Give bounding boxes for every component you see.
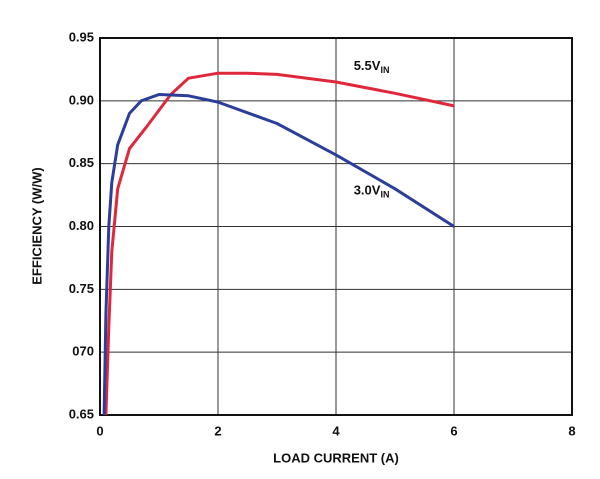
series-label: 5.5VIN [354, 58, 390, 75]
series-label: 3.0VIN [354, 183, 390, 200]
x-tick-label: 0 [96, 423, 103, 438]
series-label-name: 3.0V [354, 183, 381, 198]
x-tick-label: 2 [214, 423, 221, 438]
x-tick-label: 6 [450, 423, 457, 438]
x-tick-label: 8 [568, 423, 575, 438]
series-line [102, 93, 455, 416]
y-tick-label: 0.90 [69, 92, 94, 107]
y-tick-label: 0.95 [69, 29, 94, 44]
series-line [104, 71, 455, 416]
series-label-name: 5.5V [354, 58, 381, 73]
y-tick-label: 070 [72, 344, 94, 359]
x-tick-label: 4 [332, 423, 340, 438]
series-label-subscript: IN [380, 190, 389, 200]
x-axis-title: LOAD CURRENT (A) [273, 450, 399, 465]
y-tick-label: 0.80 [69, 218, 94, 233]
y-tick-label: 0.75 [69, 281, 94, 296]
plot-frame [99, 37, 573, 416]
y-tick-label: 0.65 [69, 406, 94, 421]
y-axis-title: EFFICIENCY (W/W) [29, 167, 44, 284]
y-tick-label: 0.85 [69, 155, 94, 170]
series-label-subscript: IN [380, 65, 389, 75]
